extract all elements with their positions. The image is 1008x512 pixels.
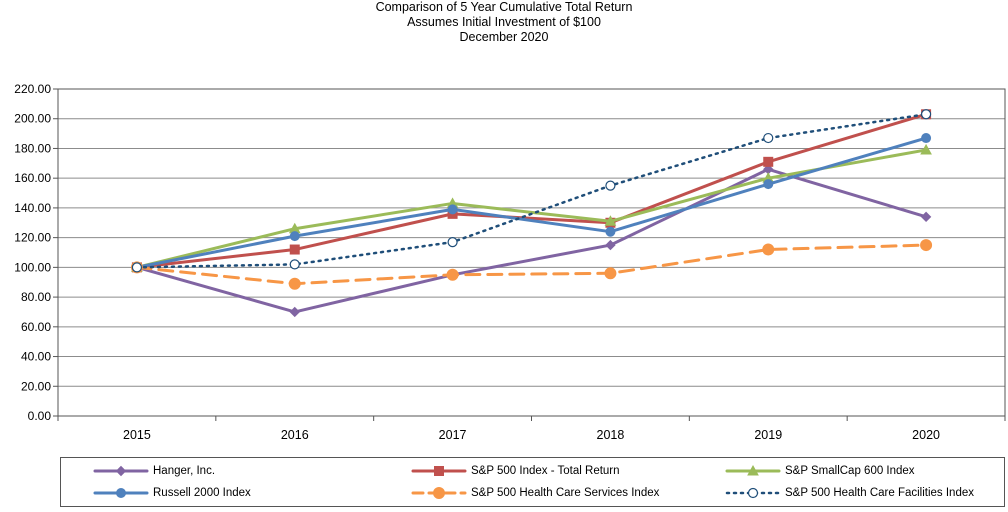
x-tick-label: 2015 bbox=[123, 428, 151, 442]
data-point bbox=[446, 268, 459, 281]
data-point bbox=[920, 109, 932, 120]
y-tick-label: 180.00 bbox=[14, 141, 51, 155]
legend-marker bbox=[115, 465, 127, 477]
legend-swatch bbox=[93, 465, 149, 477]
data-point bbox=[131, 262, 143, 273]
x-tick-label: 2019 bbox=[754, 428, 782, 442]
series-line bbox=[135, 148, 928, 269]
data-point bbox=[762, 243, 775, 256]
legend-marker bbox=[116, 488, 126, 498]
chart-title-line-3: December 2020 bbox=[459, 30, 549, 44]
y-tick-label: 40.00 bbox=[21, 350, 51, 364]
series-line bbox=[135, 112, 928, 269]
legend-swatch bbox=[725, 464, 781, 476]
data-point bbox=[605, 239, 616, 251]
data-point bbox=[920, 143, 932, 155]
legend-swatch bbox=[411, 466, 467, 476]
data-point bbox=[447, 204, 458, 215]
data-point bbox=[921, 133, 932, 144]
data-point bbox=[289, 231, 300, 242]
series-4 bbox=[130, 239, 933, 290]
x-tick-label: 2018 bbox=[597, 428, 625, 442]
data-point bbox=[288, 277, 301, 290]
x-tick-label: 2020 bbox=[912, 428, 940, 442]
series-5 bbox=[131, 109, 932, 273]
series-line bbox=[135, 243, 928, 286]
data-point bbox=[289, 259, 300, 270]
legend-label: S&P 500 Health Care Facilities Index bbox=[785, 487, 974, 499]
x-tick-label: 2016 bbox=[281, 428, 309, 442]
data-point bbox=[763, 179, 774, 190]
legend-label: Hanger, Inc. bbox=[153, 465, 216, 477]
legend-swatch bbox=[725, 487, 781, 499]
legend-label: S&P 500 Index - Total Return bbox=[471, 465, 620, 477]
y-tick-label: 200.00 bbox=[14, 112, 51, 126]
data-point bbox=[289, 244, 300, 255]
data-point bbox=[605, 226, 616, 237]
series-line bbox=[135, 113, 928, 269]
data-point bbox=[605, 180, 616, 191]
data-point bbox=[289, 306, 300, 318]
data-point bbox=[920, 211, 932, 223]
legend-label: Russell 2000 Index bbox=[153, 487, 251, 499]
chart-legend: Hanger, Inc. S&P 500 Index - Total Return… bbox=[60, 457, 1005, 507]
y-tick-label: 80.00 bbox=[21, 290, 51, 304]
legend-marker bbox=[747, 487, 759, 499]
legend-item: S&P SmallCap 600 Index bbox=[725, 462, 915, 480]
data-point bbox=[763, 156, 774, 167]
legend-marker bbox=[433, 487, 445, 499]
data-point bbox=[447, 236, 458, 248]
data-point bbox=[604, 215, 617, 226]
legend-marker bbox=[434, 466, 444, 476]
series-2 bbox=[131, 143, 932, 272]
data-point bbox=[920, 239, 933, 252]
y-tick-label: 20.00 bbox=[21, 379, 51, 393]
legend-swatch bbox=[411, 487, 467, 499]
y-tick-label: 140.00 bbox=[14, 201, 51, 215]
y-tick-label: 160.00 bbox=[14, 171, 51, 185]
legend-item: S&P 500 Health Care Facilities Index bbox=[725, 484, 974, 502]
y-tick-label: 0.00 bbox=[28, 409, 52, 423]
series-3 bbox=[131, 133, 932, 273]
legend-label: S&P SmallCap 600 Index bbox=[785, 465, 915, 477]
y-tick-label: 60.00 bbox=[21, 320, 51, 334]
series-line bbox=[135, 167, 928, 314]
legend-item: S&P 500 Index - Total Return bbox=[411, 462, 620, 480]
data-point bbox=[763, 132, 774, 144]
series-1 bbox=[131, 109, 932, 273]
series-line bbox=[135, 136, 928, 269]
chart-title-line-1: Comparison of 5 Year Cumulative Total Re… bbox=[375, 0, 633, 14]
y-tick-label: 220.00 bbox=[14, 82, 51, 96]
legend-item: Hanger, Inc. bbox=[93, 462, 215, 480]
x-tick-label: 2017 bbox=[439, 428, 467, 442]
data-point bbox=[604, 267, 617, 280]
legend-swatch bbox=[93, 488, 149, 498]
chart-title-line-2: Assumes Initial Investment of $100 bbox=[407, 15, 601, 29]
y-tick-label: 120.00 bbox=[14, 231, 51, 245]
legend-item: Russell 2000 Index bbox=[93, 484, 251, 502]
y-tick-label: 100.00 bbox=[14, 260, 51, 274]
legend-item: S&P 500 Health Care Services Index bbox=[411, 484, 659, 502]
legend-marker bbox=[747, 464, 759, 476]
legend-label: S&P 500 Health Care Services Index bbox=[471, 487, 660, 499]
